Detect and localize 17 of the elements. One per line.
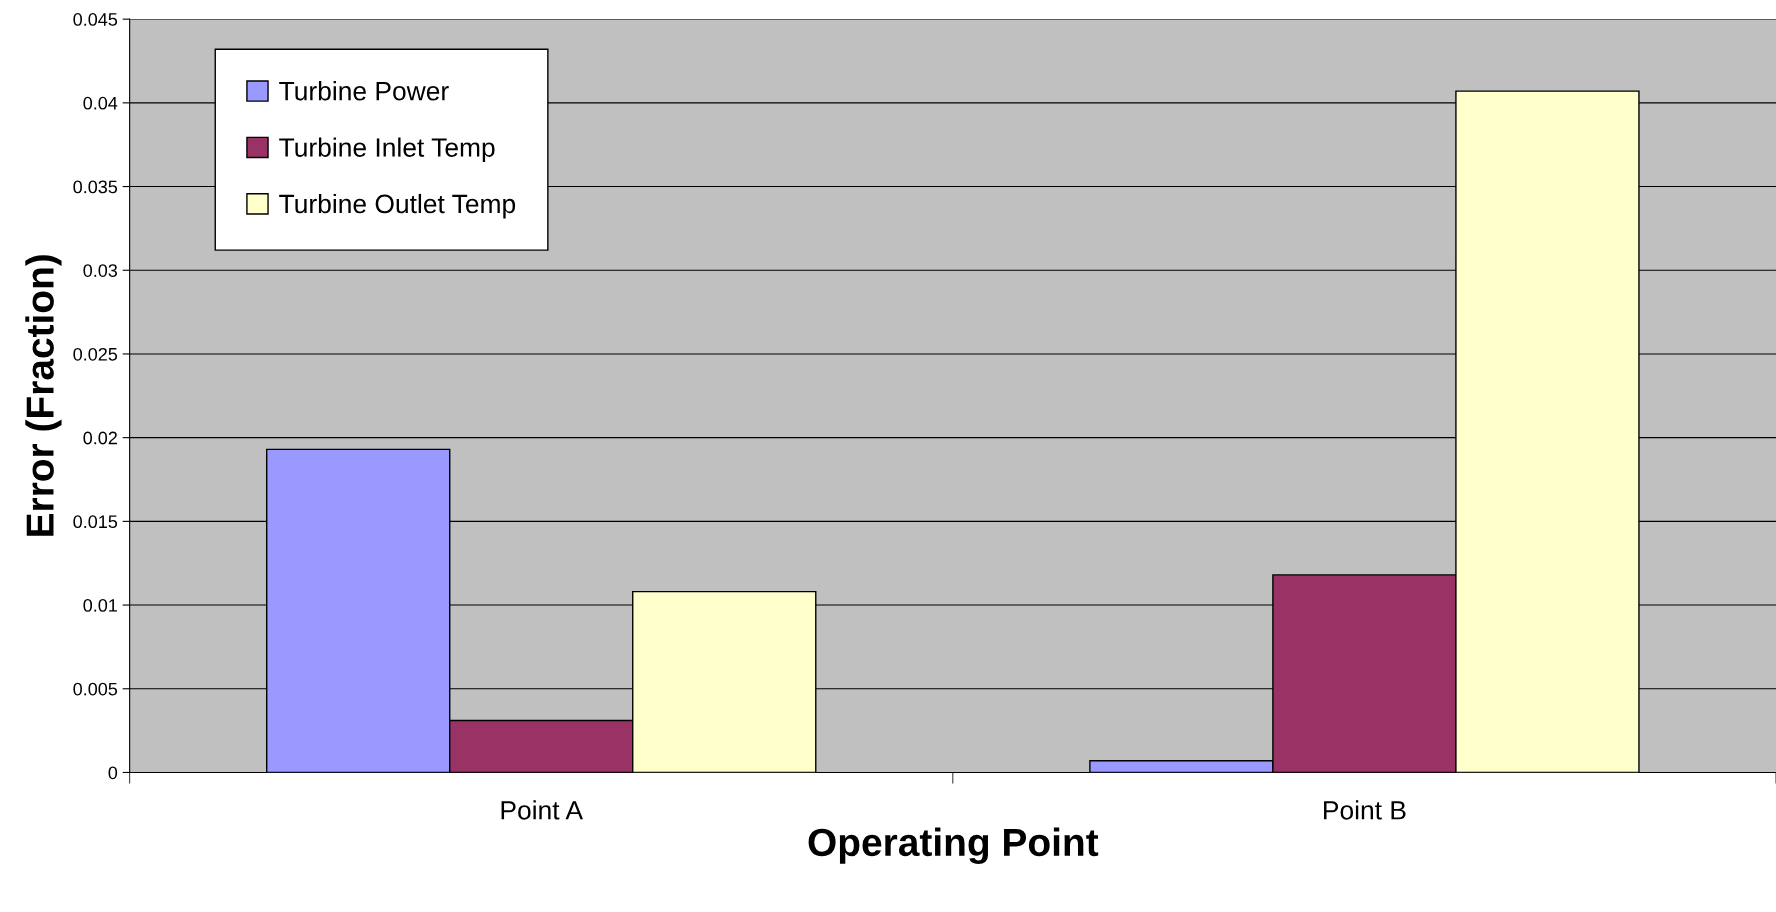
- x-axis-title: Operating Point: [808, 827, 1099, 865]
- legend-label: Turbine Outlet Temp: [279, 193, 516, 219]
- y-tick-label: 0.015: [73, 515, 118, 529]
- y-tick-label: 0.005: [73, 682, 118, 696]
- legend-label: Turbine Power: [279, 81, 449, 101]
- y-tick-label: 0.045: [73, 13, 118, 26]
- y-tick-label: 0.03: [83, 264, 118, 277]
- y-tick-label: 0.025: [73, 347, 118, 361]
- y-tick-label: 0.035: [73, 180, 118, 194]
- legend-label: Turbine Inlet Temp: [279, 137, 495, 163]
- y-axis-title: Error (Fraction): [25, 255, 62, 536]
- x-tick-label: Point A: [501, 800, 583, 820]
- x-tick-label: Point B: [1324, 800, 1406, 820]
- y-tick-label: 0.01: [83, 599, 117, 612]
- y-tick-label: 0: [108, 766, 118, 780]
- y-tick-label: 0.02: [83, 431, 117, 445]
- y-tick-label: 0.04: [83, 96, 118, 110]
